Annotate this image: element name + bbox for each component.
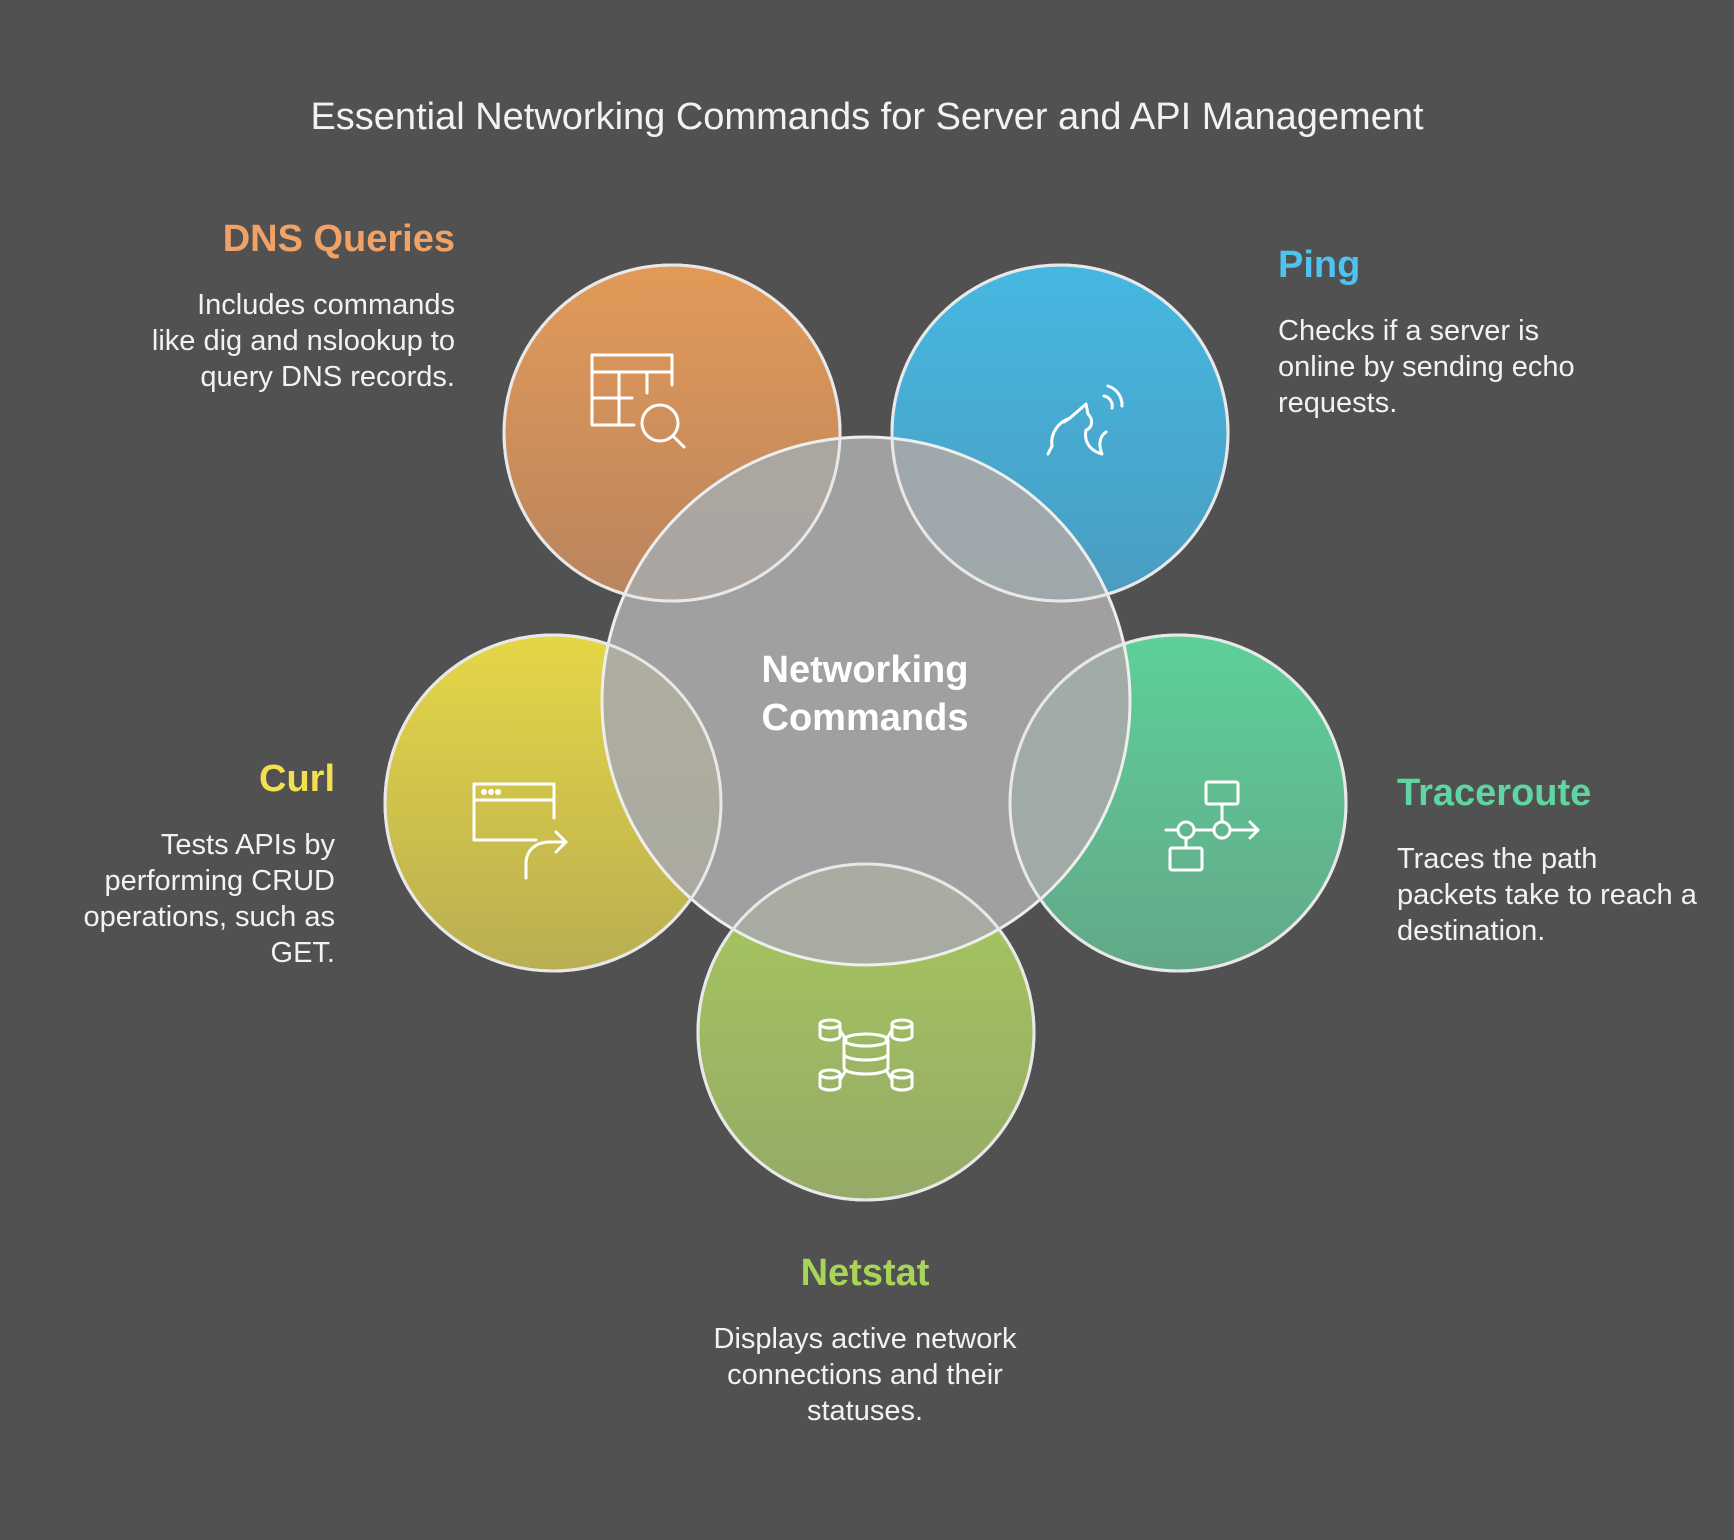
ping-title: Ping — [1278, 244, 1361, 286]
center-label-line-1: Networking — [761, 649, 969, 691]
circle-dns-outline — [502, 263, 842, 603]
ping-description: Checks if a server is online by sending … — [1278, 315, 1575, 419]
dns-queries-title: DNS Queries — [222, 218, 455, 260]
browser-redirect-icon — [472, 782, 568, 880]
circle-net-outline — [696, 862, 1036, 1202]
netstat-description: Displays active network connections and … — [713, 1323, 1017, 1427]
circle-curl-outline — [383, 633, 723, 973]
dns-queries-description: Includes commands like dig and nslookup … — [151, 289, 455, 393]
circle-ping-outline — [890, 263, 1230, 603]
howling-wolf-icon — [1046, 384, 1124, 456]
traceroute-description: Traces the path packets take to reach a … — [1397, 843, 1697, 947]
traceroute-block: Traceroute Traces the path packets take … — [1397, 772, 1697, 949]
center-label-line-2: Commands — [761, 697, 969, 739]
curl-title: Curl — [259, 758, 335, 800]
traceroute-title: Traceroute — [1397, 772, 1592, 814]
netstat-block: Netstat Displays active network connecti… — [700, 1252, 1030, 1429]
dns-queries-block: DNS Queries Includes commands like dig a… — [150, 218, 455, 395]
netstat-title: Netstat — [800, 1252, 930, 1294]
curl-description: Tests APIs by performing CRUD operations… — [83, 829, 335, 969]
database-network-icon — [818, 1018, 914, 1092]
ping-block: Ping Checks if a server is online by sen… — [1278, 244, 1578, 421]
center-label: Networking Commands — [690, 646, 1040, 742]
flowchart-icon — [1164, 780, 1260, 872]
circle-center — [600, 435, 1132, 967]
page-title: Essential Networking Commands for Server… — [310, 96, 1424, 138]
table-search-icon — [590, 353, 686, 449]
circle-trace-outline — [1008, 633, 1348, 973]
curl-block: Curl Tests APIs by performing CRUD opera… — [60, 758, 335, 971]
